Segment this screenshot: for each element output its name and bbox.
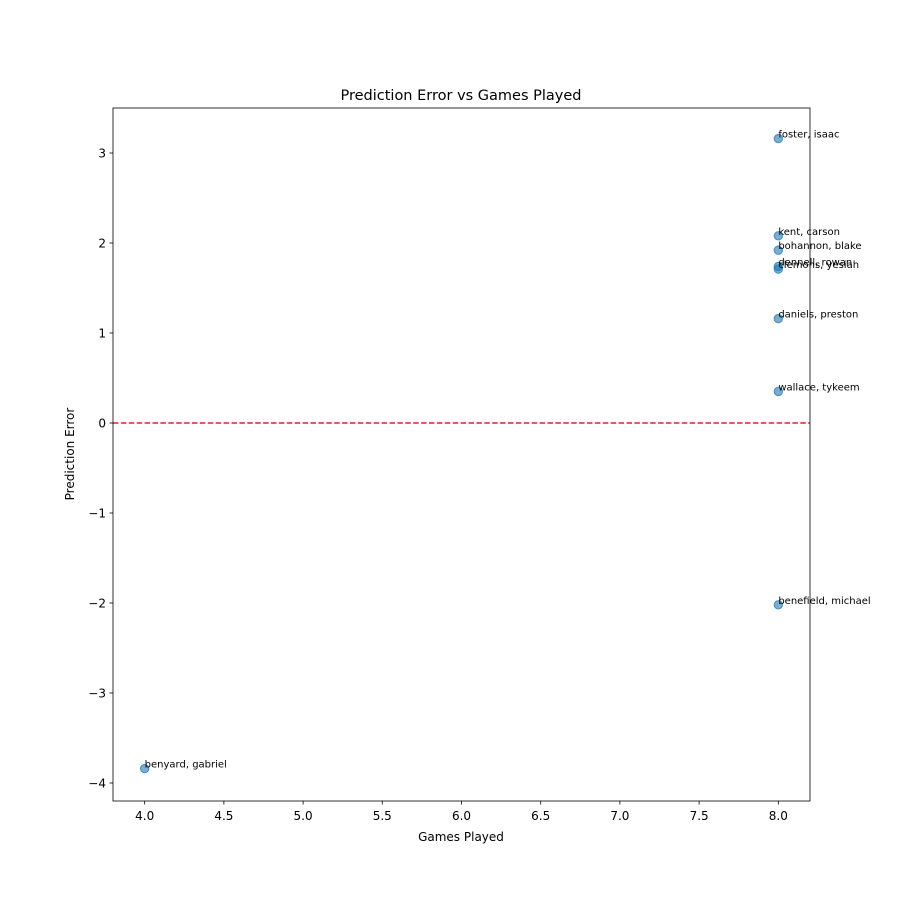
y-axis-label: Prediction Error	[63, 408, 77, 501]
x-tick-label: 4.5	[214, 809, 233, 823]
data-point-label: dennell, rowan	[778, 257, 852, 268]
x-tick-label: 5.0	[294, 809, 313, 823]
data-point	[773, 600, 784, 610]
x-tick-label: 4.0	[135, 809, 154, 823]
x-tick-label: 6.5	[531, 809, 550, 823]
data-point-label: wallace, tykeem	[778, 383, 859, 394]
data-point	[139, 763, 150, 774]
data-point-label: daniels, preston	[778, 310, 858, 321]
x-tick-label: 7.0	[610, 809, 629, 823]
x-tick-label: 6.0	[452, 809, 471, 823]
y-tick-label: 1	[98, 326, 106, 340]
x-axis-label: Games Played	[418, 830, 504, 844]
x-tick-label: 5.5	[373, 809, 392, 823]
data-point-label: bohannon, blake	[778, 241, 861, 252]
y-tick-label: 3	[98, 146, 106, 160]
data-point	[773, 245, 784, 255]
data-point	[773, 264, 784, 274]
axes-frame	[112, 107, 811, 802]
data-point-label: kent, carson	[778, 227, 840, 238]
data-point-label: benefield, michael	[778, 596, 870, 607]
data-point-label: benyard, gabriel	[145, 760, 227, 771]
data-point-label: clemons, yesiah	[778, 260, 859, 271]
y-tick-label: 0	[98, 416, 106, 430]
x-tick-label: 7.5	[690, 809, 709, 823]
y-tick-label: −4	[88, 776, 106, 790]
data-point	[773, 386, 784, 397]
x-tick-label: 8.0	[769, 809, 788, 823]
plot-area: 4.0 4.5 5.0 5.5 6.0 6.5 7.0 7.5 8.0 −4 −3 −2 −1 0 1 2 3 f…	[88, 107, 871, 823]
data-point	[773, 313, 784, 324]
data-point	[773, 231, 784, 241]
data-point	[773, 133, 784, 144]
y-tick-label: −2	[88, 596, 106, 610]
y-tick-label: 2	[98, 236, 106, 250]
chart-title: Prediction Error vs Games Played	[340, 88, 581, 104]
data-point-label: foster, isaac	[778, 130, 839, 141]
y-tick-label: −3	[88, 686, 106, 700]
y-tick-label: −1	[88, 506, 106, 520]
